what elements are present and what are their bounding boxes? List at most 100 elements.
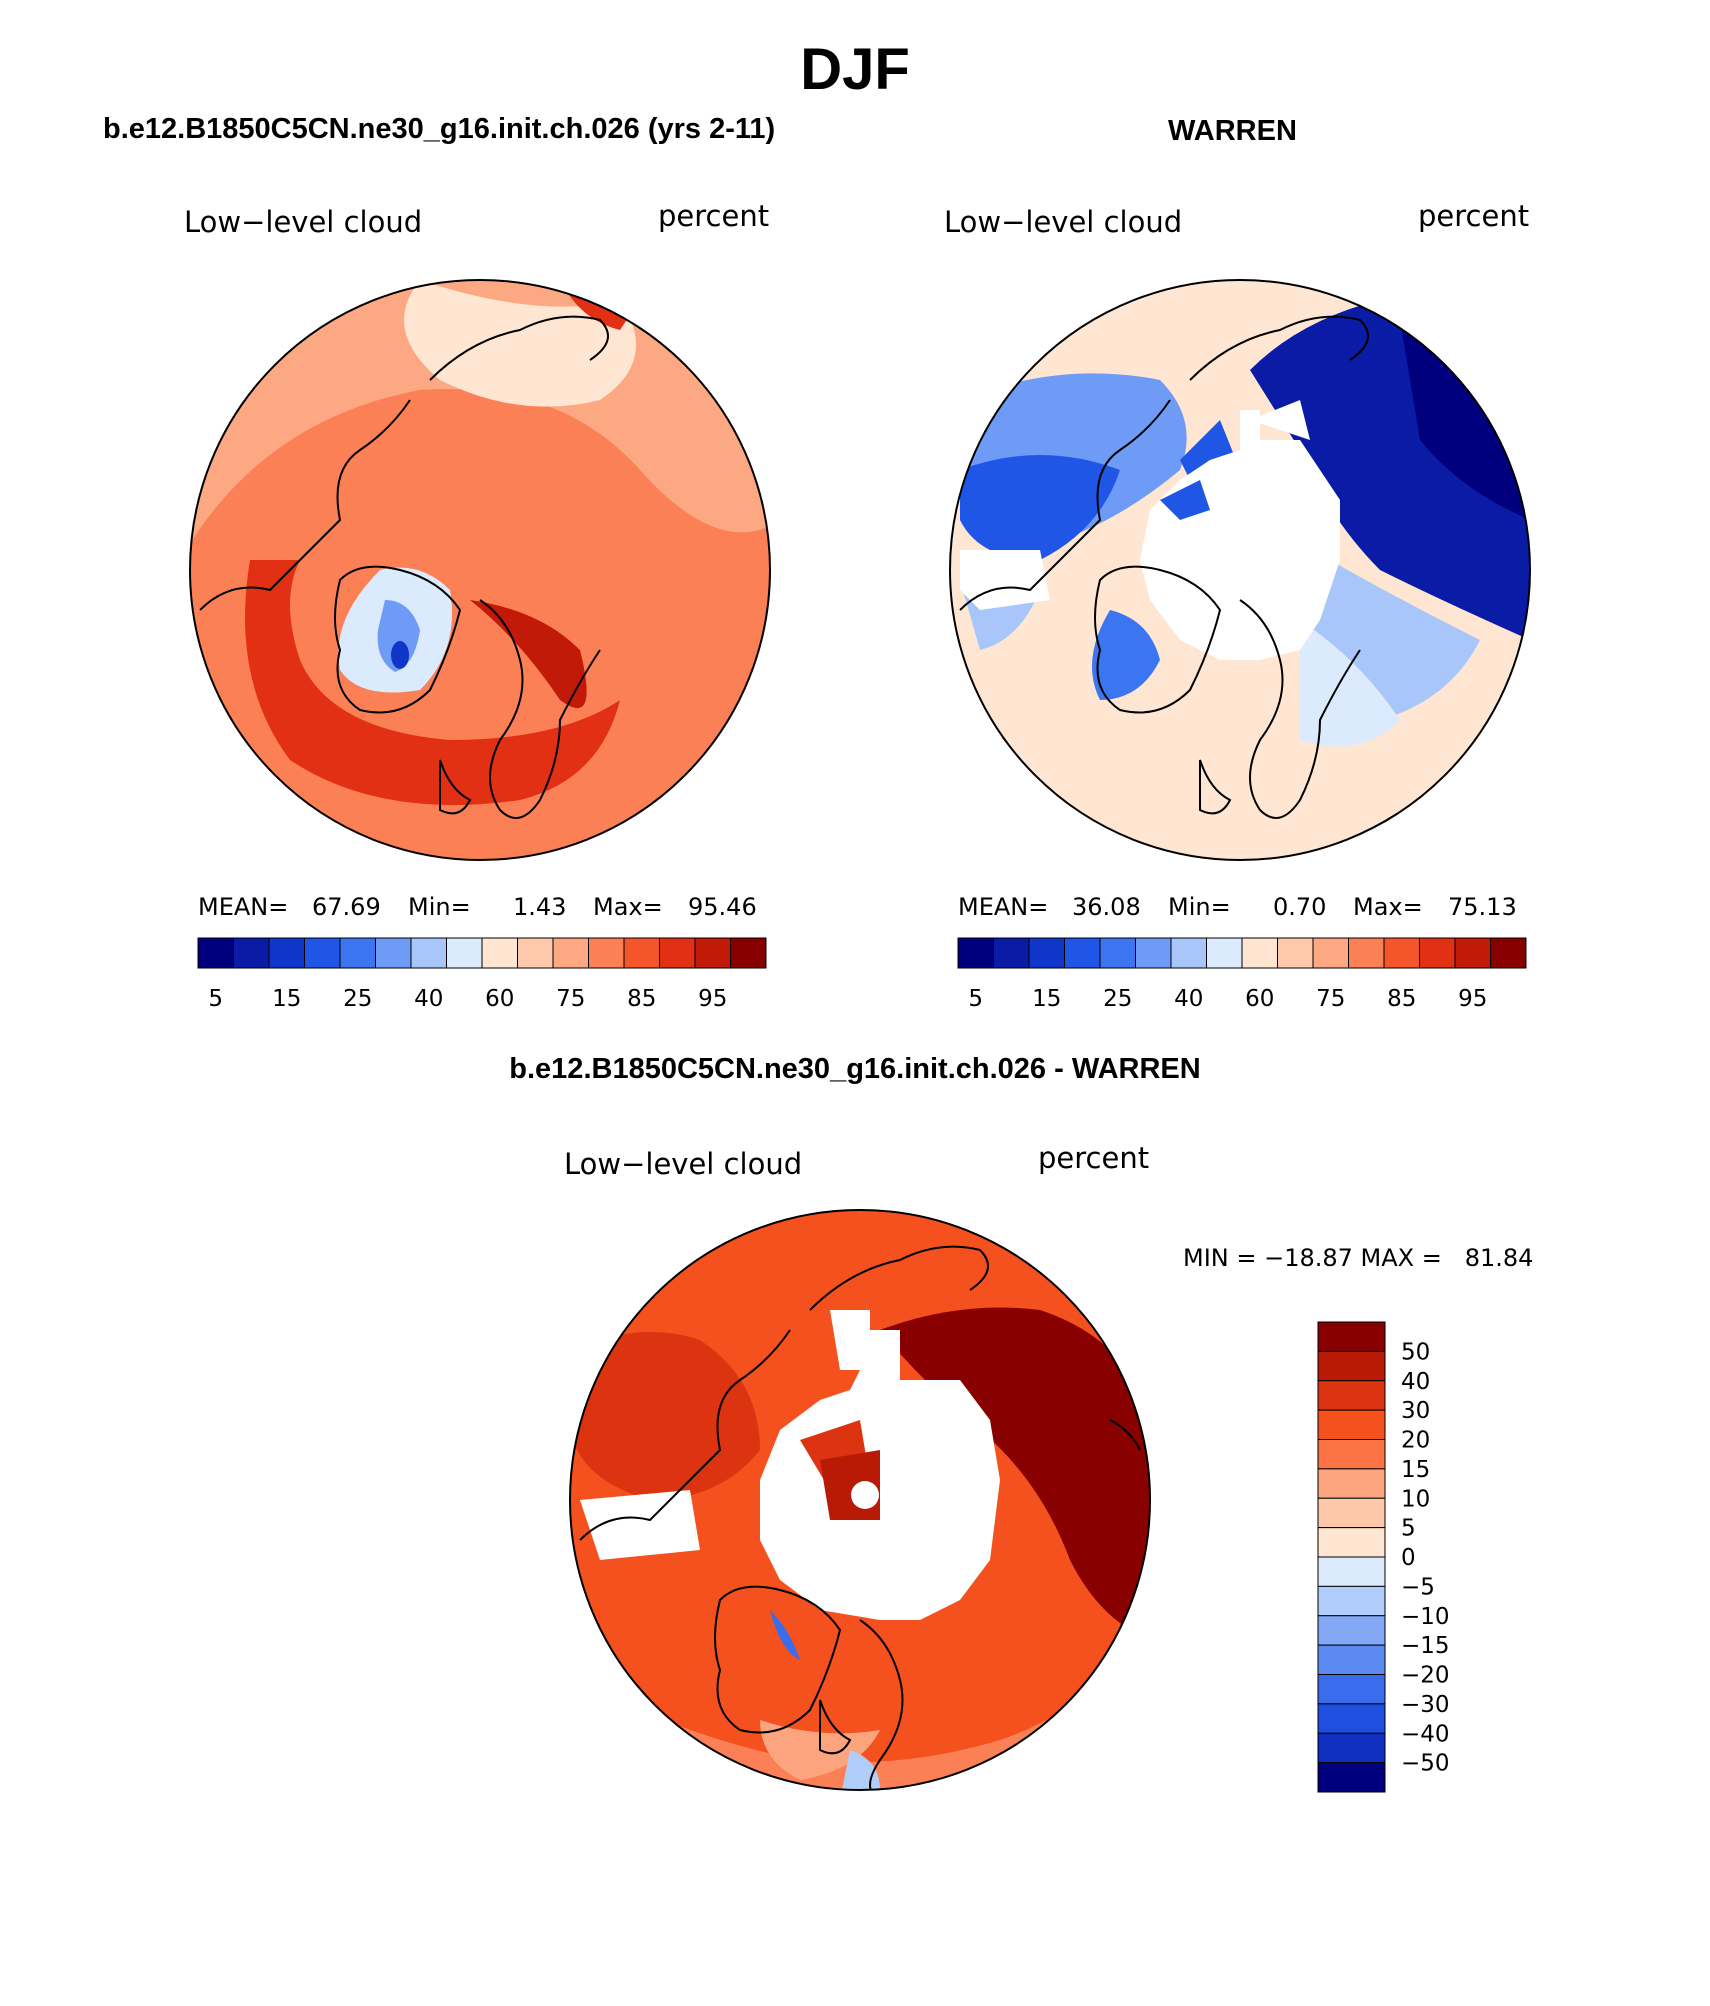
panel-3-variable-label: Low−level cloud	[564, 1147, 803, 1181]
map-1-border	[189, 279, 771, 861]
panel-1-min-value: 1.43	[513, 893, 567, 921]
panel-2-colorbar: 5 15 25 40 60 75 85 95	[957, 937, 1527, 1012]
panel-2-max-value: 75.13	[1448, 893, 1517, 921]
panel-1-colorbar-swatch	[233, 937, 270, 969]
panel-2-colorbar-swatch	[1454, 937, 1491, 969]
panel-3-colorbar-swatch	[1317, 1380, 1386, 1411]
panel-2-colorbar-swatch	[993, 937, 1030, 969]
panel-2-colorbar-tick-label: 40	[1174, 986, 1203, 1012]
panel-3-colorbar-swatch	[1317, 1585, 1386, 1617]
panel-2-colorbar-swatch	[1206, 937, 1243, 969]
panel-2-colorbar-swatch	[1348, 937, 1385, 969]
panel-3-colorbar-swatch	[1317, 1556, 1386, 1587]
panel-3-colorbar-swatch	[1317, 1409, 1386, 1440]
panel-1-mean-value: 67.69	[312, 893, 381, 921]
panel-2-stats: MEAN= 36.08 Min= 0.70 Max= 75.13	[958, 893, 1528, 923]
panel-2-case-title: WARREN	[1168, 115, 1297, 147]
panel-3-colorbar-swatch	[1317, 1674, 1386, 1705]
panel-1-colorbar-swatch	[446, 937, 483, 969]
panel-2-mean-label: MEAN=	[958, 893, 1049, 921]
panel-3-colorbar-tick-label: 30	[1401, 1398, 1430, 1424]
panel-1-colorbar: 5 15 25 40 60 75 85 95	[197, 937, 767, 1012]
panel-3-colorbar-tick-label: −5	[1401, 1574, 1435, 1600]
panel-2-colorbar-swatch	[1383, 937, 1420, 969]
map-2-border	[949, 279, 1531, 861]
panel-1-colorbar-swatch	[694, 937, 731, 969]
panel-2-colorbar-tick-label: 25	[1103, 986, 1132, 1012]
panel-1-colorbar-swatch	[304, 937, 341, 969]
panel-2-colorbar-tick-label: 85	[1387, 986, 1416, 1012]
panel-1-colorbar-tick-label: 5	[208, 986, 223, 1012]
panel-2-colorbar-swatch	[1064, 937, 1101, 969]
panel-2-variable-label: Low−level cloud	[944, 205, 1183, 239]
panel-2-colorbar-tick-label: 5	[968, 986, 983, 1012]
panel-3-colorbar-swatch	[1317, 1644, 1386, 1675]
panel-3-colorbar-tick-label: 0	[1401, 1545, 1416, 1571]
panel-3-colorbar-tick-label: 20	[1401, 1428, 1430, 1454]
panel-3-case-title: b.e12.B1850C5CN.ne30_g16.init.ch.026 - W…	[509, 1053, 1201, 1085]
panel-3-colorbar-swatch	[1317, 1321, 1386, 1352]
panel-2-colorbar-swatch	[1490, 937, 1527, 969]
panel-1-colorbar-swatch	[268, 937, 305, 969]
panel-3-colorbar-tick-label: 5	[1401, 1516, 1416, 1542]
panel-2-colorbar-swatch	[1170, 937, 1207, 969]
panel-1-max-value: 95.46	[688, 893, 757, 921]
panel-1-colorbar-swatch	[339, 937, 376, 969]
panel-1-mean-label: MEAN=	[198, 893, 289, 921]
panel-2-colorbar-tick-label: 15	[1032, 986, 1061, 1012]
panel-3-colorbar-tick-label: 40	[1401, 1369, 1430, 1395]
panel-1-colorbar-swatch	[588, 937, 625, 969]
panel-3-colorbar-swatch	[1317, 1762, 1386, 1793]
map-2-polar-projection	[950, 280, 1530, 860]
panel-1-colorbar-tick-label: 60	[485, 986, 514, 1012]
panel-1-colorbar-tick-label: 75	[556, 986, 585, 1012]
page-title: DJF	[800, 37, 910, 102]
panel-3-colorbar-tick-label: −50	[1401, 1751, 1450, 1777]
panel-2-max-label: Max=	[1353, 893, 1423, 921]
panel-2-colorbar-swatch	[957, 937, 994, 969]
panel-3-colorbar-swatch	[1317, 1350, 1386, 1382]
panel-3-colorbar-swatch	[1317, 1468, 1386, 1499]
panel-1-stats: MEAN= 67.69 Min= 1.43 Max= 95.46	[198, 893, 768, 923]
panel-2-colorbar-tick-label: 95	[1458, 986, 1487, 1012]
panel-3-colorbar-tick-label: 15	[1401, 1457, 1430, 1483]
panel-2-colorbar-tick-label: 75	[1316, 986, 1345, 1012]
panel-3-colorbar-tick-label: 50	[1401, 1339, 1430, 1365]
panel-3-colorbar-tick-label: −10	[1401, 1604, 1450, 1630]
panel-3-colorbar-swatch	[1317, 1732, 1386, 1764]
panel-2-colorbar-swatch	[1241, 937, 1278, 969]
panel-1-colorbar-tick-label: 40	[414, 986, 443, 1012]
panel-2-colorbar-swatch	[1028, 937, 1065, 969]
panel-3-min-max-stats: MIN = −18.87 MAX = 81.84	[1183, 1244, 1534, 1272]
panel-1-colorbar-tick-label: 25	[343, 986, 372, 1012]
panel-2-min-label: Min=	[1168, 893, 1231, 921]
panel-2-colorbar-swatch	[1419, 937, 1456, 969]
panel-1-colorbar-swatch	[517, 937, 554, 969]
panel-3-colorbar-tick-label: −40	[1401, 1721, 1450, 1747]
panel-2-colorbar-tick-label: 60	[1245, 986, 1274, 1012]
panel-1-units-label: percent	[658, 199, 770, 233]
panel-1-colorbar-swatch	[552, 937, 589, 969]
panel-1-case-title: b.e12.B1850C5CN.ne30_g16.init.ch.026 (yr…	[103, 113, 776, 145]
map-1-polar-projection	[190, 280, 770, 860]
panel-2-colorbar-swatch	[1277, 937, 1314, 969]
panel-1-colorbar-swatch	[410, 937, 447, 969]
panel-2-units-label: percent	[1418, 199, 1530, 233]
panel-1-max-label: Max=	[593, 893, 663, 921]
panel-1-variable-label: Low−level cloud	[184, 205, 423, 239]
panel-1-colorbar-swatch	[375, 937, 412, 969]
panel-3-units-label: percent	[1038, 1141, 1150, 1175]
panel-1-colorbar-swatch	[623, 937, 660, 969]
map-3-border	[569, 1209, 1151, 1791]
panel-3-colorbar-tick-label: −30	[1401, 1692, 1450, 1718]
panel-3-colorbar-tick-label: −20	[1401, 1663, 1450, 1689]
panel-2-colorbar-swatch	[1312, 937, 1349, 969]
panel-1-colorbar-swatch	[481, 937, 518, 969]
panel-3-colorbar-tick-label: 10	[1401, 1486, 1430, 1512]
map-3-coastlines	[579, 1245, 1141, 1790]
panel-1-colorbar-swatch	[659, 937, 696, 969]
panel-1-min-label: Min=	[408, 893, 471, 921]
panel-3-colorbar-swatch	[1317, 1703, 1386, 1734]
